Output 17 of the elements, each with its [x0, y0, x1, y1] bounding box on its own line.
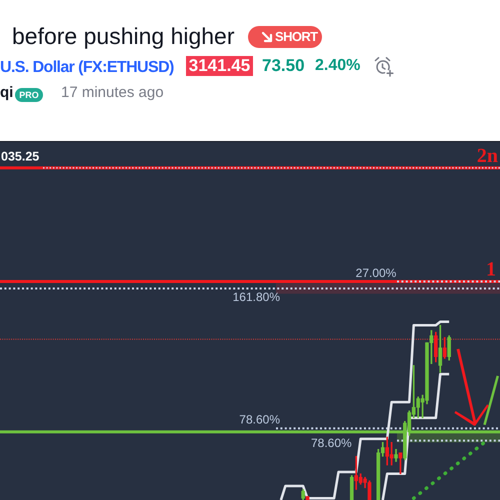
annotation: 035.25	[1, 149, 40, 164]
annotation: 1	[486, 258, 496, 281]
annotation: 78.60%	[311, 436, 352, 450]
text: 2.40%	[315, 56, 360, 76]
text: 17 minutes ago	[61, 84, 164, 102]
annotation: 161.80%	[232, 290, 280, 304]
annotation: 2n	[476, 144, 498, 167]
chart-subtitle: U.S. Dollar (FX:ETHUSD)	[0, 58, 174, 78]
annotation: 78.60%	[239, 412, 280, 427]
badge: 3141.45	[186, 56, 253, 76]
text: 73.50	[262, 56, 305, 76]
chart-title: before pushing higher	[12, 22, 234, 50]
annotation: 27.00%	[356, 266, 397, 280]
badge: PRO	[15, 88, 43, 102]
badge: SHORT	[248, 26, 322, 48]
text: qi	[0, 84, 14, 102]
candlestick	[306, 496, 310, 500]
